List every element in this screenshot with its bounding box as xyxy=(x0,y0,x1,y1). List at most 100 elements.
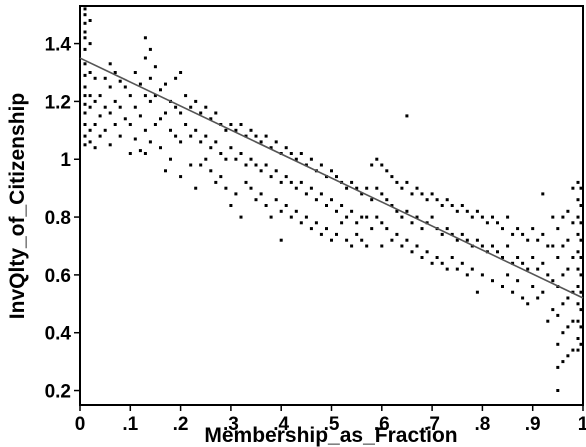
data-point xyxy=(350,180,354,184)
data-point xyxy=(234,128,238,132)
data-point xyxy=(189,105,193,109)
data-point xyxy=(390,204,394,207)
data-point xyxy=(415,215,419,219)
data-point xyxy=(214,180,218,184)
data-point xyxy=(511,261,515,265)
data-point xyxy=(440,204,444,207)
data-point xyxy=(551,215,555,219)
data-point xyxy=(435,198,439,202)
data-point xyxy=(405,180,409,184)
data-point xyxy=(566,325,570,329)
data-point xyxy=(244,180,248,184)
data-point xyxy=(199,140,203,144)
data-point xyxy=(174,134,178,138)
data-point xyxy=(335,209,338,213)
data-point xyxy=(556,365,560,369)
data-point xyxy=(579,221,583,225)
data-point xyxy=(274,140,278,144)
data-point xyxy=(410,250,414,254)
data-point xyxy=(133,137,137,141)
data-point xyxy=(445,198,449,202)
data-point xyxy=(88,94,92,98)
data-point xyxy=(148,140,152,144)
data-point xyxy=(425,198,429,202)
data-point xyxy=(309,186,313,190)
data-point xyxy=(526,302,530,306)
data-point xyxy=(294,157,298,161)
data-point xyxy=(289,215,293,219)
data-point xyxy=(83,73,87,77)
data-point xyxy=(380,221,384,225)
data-point xyxy=(579,308,583,312)
data-point xyxy=(571,221,575,225)
data-point xyxy=(143,94,147,98)
data-point xyxy=(148,76,152,80)
data-point xyxy=(304,192,308,196)
data-point xyxy=(219,175,223,179)
data-point xyxy=(546,273,550,277)
data-point xyxy=(561,360,565,364)
data-point xyxy=(189,134,193,138)
data-point xyxy=(279,238,283,242)
data-point xyxy=(164,82,167,86)
data-point xyxy=(304,215,308,219)
data-point xyxy=(143,36,147,40)
data-point xyxy=(153,65,157,69)
data-point xyxy=(375,215,379,219)
data-point xyxy=(138,82,142,86)
data-point xyxy=(579,290,583,294)
data-point xyxy=(380,163,384,167)
data-point xyxy=(83,85,87,89)
data-point xyxy=(440,232,444,236)
data-point xyxy=(244,163,248,167)
data-point xyxy=(430,192,434,196)
data-point xyxy=(516,256,520,259)
data-point xyxy=(551,279,555,283)
data-point xyxy=(385,198,389,202)
data-point xyxy=(531,256,535,259)
data-point xyxy=(420,256,424,259)
data-point xyxy=(579,238,583,242)
data-point xyxy=(103,105,107,109)
y-axis: 0.2 0.4 0.6 0.8 1 1.2 1.4 xyxy=(45,35,80,403)
data-point xyxy=(541,232,545,236)
data-point xyxy=(430,261,434,265)
data-point xyxy=(460,204,464,207)
data-point xyxy=(395,232,399,236)
data-point xyxy=(103,76,107,80)
data-point xyxy=(98,94,102,98)
data-point xyxy=(521,261,525,265)
data-point xyxy=(375,157,379,161)
data-point xyxy=(269,175,273,179)
data-point xyxy=(83,102,87,106)
regression-line xyxy=(79,57,584,299)
data-point xyxy=(506,215,510,219)
data-point xyxy=(194,128,198,132)
data-point xyxy=(526,238,530,242)
data-point xyxy=(209,117,213,121)
data-point xyxy=(289,180,293,184)
x-tick-label: .5 xyxy=(324,414,340,435)
data-point xyxy=(455,267,459,271)
data-point xyxy=(169,157,172,161)
data-point xyxy=(164,111,167,115)
data-point xyxy=(526,267,530,271)
data-point xyxy=(345,215,349,219)
data-point xyxy=(460,232,464,236)
data-point xyxy=(571,186,575,190)
data-point xyxy=(556,256,560,259)
data-point xyxy=(576,285,580,288)
data-point xyxy=(128,94,132,98)
data-points xyxy=(83,7,583,392)
data-point xyxy=(249,186,253,190)
data-point xyxy=(566,267,570,271)
data-point xyxy=(450,204,454,207)
data-point xyxy=(133,71,137,74)
data-point xyxy=(103,128,107,132)
data-point xyxy=(234,157,238,161)
data-point xyxy=(254,134,258,138)
data-point xyxy=(88,42,92,46)
data-point xyxy=(93,76,97,80)
data-point xyxy=(400,215,404,219)
data-point xyxy=(370,163,374,167)
